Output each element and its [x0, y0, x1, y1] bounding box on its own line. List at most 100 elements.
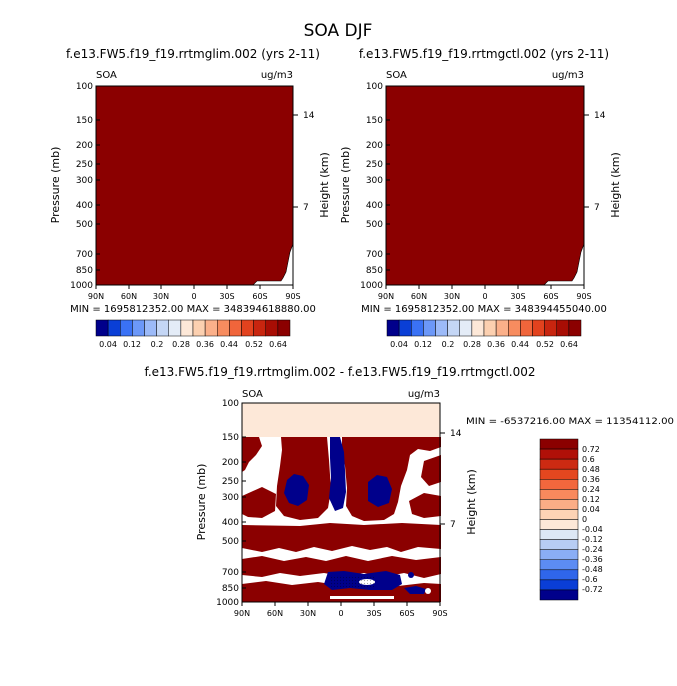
y-tick-label: 850	[366, 266, 383, 276]
colorbar-swatch	[398, 319, 412, 337]
colorbar-label: 0.04	[582, 505, 600, 514]
colorbar-swatch	[132, 319, 145, 337]
colorbar-label: -0.72	[582, 585, 603, 594]
colorbar-swatch	[180, 319, 194, 337]
panel-1-y-axis: 100 150 200 250 300 400 500 700 850 1000	[70, 82, 100, 291]
panel-1-x-axis: 90N 60N 30N 0 30S 60S 90S	[88, 285, 301, 301]
colorbar-label: 0.12	[414, 340, 432, 349]
x-tick-label: 30S	[219, 292, 234, 301]
height-tick-label: 14	[594, 111, 606, 121]
colorbar-label: 0.52	[536, 340, 554, 349]
panel-2-y-axis-title: Pressure (mb)	[339, 147, 352, 224]
panel-1: f.e13.FW5.f19_f19.rrtmglim.002 (yrs 2-11…	[49, 47, 331, 349]
panel-1-contour-line	[252, 243, 294, 286]
y-tick-label: 700	[366, 250, 383, 260]
y-tick-label: 400	[366, 201, 383, 211]
colorbar-label: 0	[582, 515, 587, 524]
colorbar-label: 0.36	[196, 340, 214, 349]
y-tick-label: 200	[222, 458, 239, 468]
x-tick-label: 90S	[285, 292, 300, 301]
colorbar-swatch	[204, 319, 218, 337]
colorbar-swatch	[483, 319, 497, 337]
panel-3-right-axis: 14 7	[440, 429, 462, 530]
panel-1-colorbar-labels: 0.04 0.12 0.2 0.28 0.36 0.44 0.52 0.64	[99, 340, 287, 349]
colorbar-label: 0.64	[560, 340, 578, 349]
colorbar-swatch	[435, 319, 448, 337]
colorbar-swatch	[120, 319, 133, 337]
significance-stipple	[330, 575, 374, 589]
colorbar-swatch	[539, 448, 579, 460]
colorbar-swatch	[539, 539, 579, 550]
panel-2-variable-label: SOA	[386, 70, 407, 81]
colorbar-label: 0.24	[582, 485, 600, 494]
y-tick-label: 300	[222, 493, 239, 503]
height-tick-label: 7	[303, 203, 309, 213]
colorbar-label: 0.72	[582, 445, 600, 454]
red-region	[242, 487, 276, 518]
height-tick-label: 14	[303, 111, 315, 121]
panel-3-y-axis: 100 150 200 250 300 400 500 700 850 1000	[216, 399, 246, 608]
panel-3-x-axis: 90N 60N 30N 0 30S 60S 90S	[234, 602, 448, 618]
colorbar-swatch	[539, 499, 579, 510]
y-tick-label: 250	[366, 160, 383, 170]
colorbar-swatch	[156, 319, 169, 337]
panel-3-colorbar-swatches	[539, 438, 579, 601]
colorbar-swatch	[168, 319, 182, 337]
panel-3-variable-label: SOA	[242, 389, 263, 400]
colorbar-swatch	[539, 549, 579, 560]
colorbar-swatch	[539, 458, 579, 470]
panel-1-min-max: MIN = 1695812352.00 MAX = 348394618880.0…	[70, 304, 316, 315]
colorbar-label: 0.64	[269, 340, 287, 349]
panel-1-colorbar: 0.04 0.12 0.2 0.28 0.36 0.44 0.52 0.64	[95, 319, 291, 349]
y-tick-label: 1000	[216, 598, 239, 608]
x-tick-label: 0	[191, 292, 196, 301]
panel-1-plot-area	[95, 85, 294, 286]
colorbar-label: 0.36	[487, 340, 505, 349]
colorbar-swatch	[192, 319, 206, 337]
y-tick-label: 250	[222, 477, 239, 487]
y-tick-label: 1000	[360, 281, 383, 291]
colorbar-swatch	[411, 319, 424, 337]
panel-1-title: f.e13.FW5.f19_f19.rrtmglim.002 (yrs 2-11…	[66, 47, 320, 61]
x-tick-label: 0	[338, 609, 343, 618]
colorbar-swatch	[253, 319, 266, 337]
panel-2-min-max: MIN = 1695812352.00 MAX = 348394455040.0…	[361, 304, 607, 315]
y-tick-label: 200	[366, 141, 383, 151]
panel-3-min-max: MIN = -6537216.00 MAX = 11354112.00	[466, 417, 674, 427]
red-region	[242, 437, 262, 472]
colorbar-swatch	[277, 319, 291, 337]
colorbar-swatch	[539, 438, 579, 450]
y-tick-label: 850	[222, 584, 239, 594]
colorbar-label: -0.04	[582, 525, 603, 534]
height-tick-label: 7	[450, 520, 456, 530]
colorbar-swatch	[495, 319, 509, 337]
y-tick-label: 150	[366, 116, 383, 126]
colorbar-label: 0.28	[463, 340, 481, 349]
y-tick-label: 500	[366, 220, 383, 230]
red-region	[242, 523, 441, 552]
colorbar-swatch	[556, 319, 570, 337]
x-tick-label: 30N	[300, 609, 316, 618]
x-tick-label: 60N	[411, 292, 427, 301]
x-tick-label: 90N	[88, 292, 104, 301]
colorbar-label: 0.48	[582, 465, 600, 474]
y-tick-label: 250	[76, 160, 93, 170]
colorbar-label: 0.04	[390, 340, 408, 349]
y-tick-label: 500	[76, 220, 93, 230]
colorbar-swatch	[539, 468, 579, 480]
colorbar-swatch	[508, 319, 521, 337]
colorbar-swatch	[539, 509, 579, 520]
colorbar-label: 0.6	[582, 455, 595, 464]
colorbar-swatch	[107, 319, 121, 337]
y-tick-label: 700	[76, 250, 93, 260]
colorbar-label: 0.12	[582, 495, 600, 504]
panel-3-y-axis-title: Pressure (mb)	[195, 464, 208, 541]
colorbar-swatch	[447, 319, 460, 337]
y-tick-label: 100	[76, 82, 93, 92]
y-tick-label: 700	[222, 568, 239, 578]
x-tick-label: 60S	[399, 609, 414, 618]
panel-2-plot-area	[385, 85, 585, 286]
y-tick-label: 100	[366, 82, 383, 92]
y-tick-label: 300	[76, 176, 93, 186]
colorbar-label: -0.12	[582, 535, 603, 544]
